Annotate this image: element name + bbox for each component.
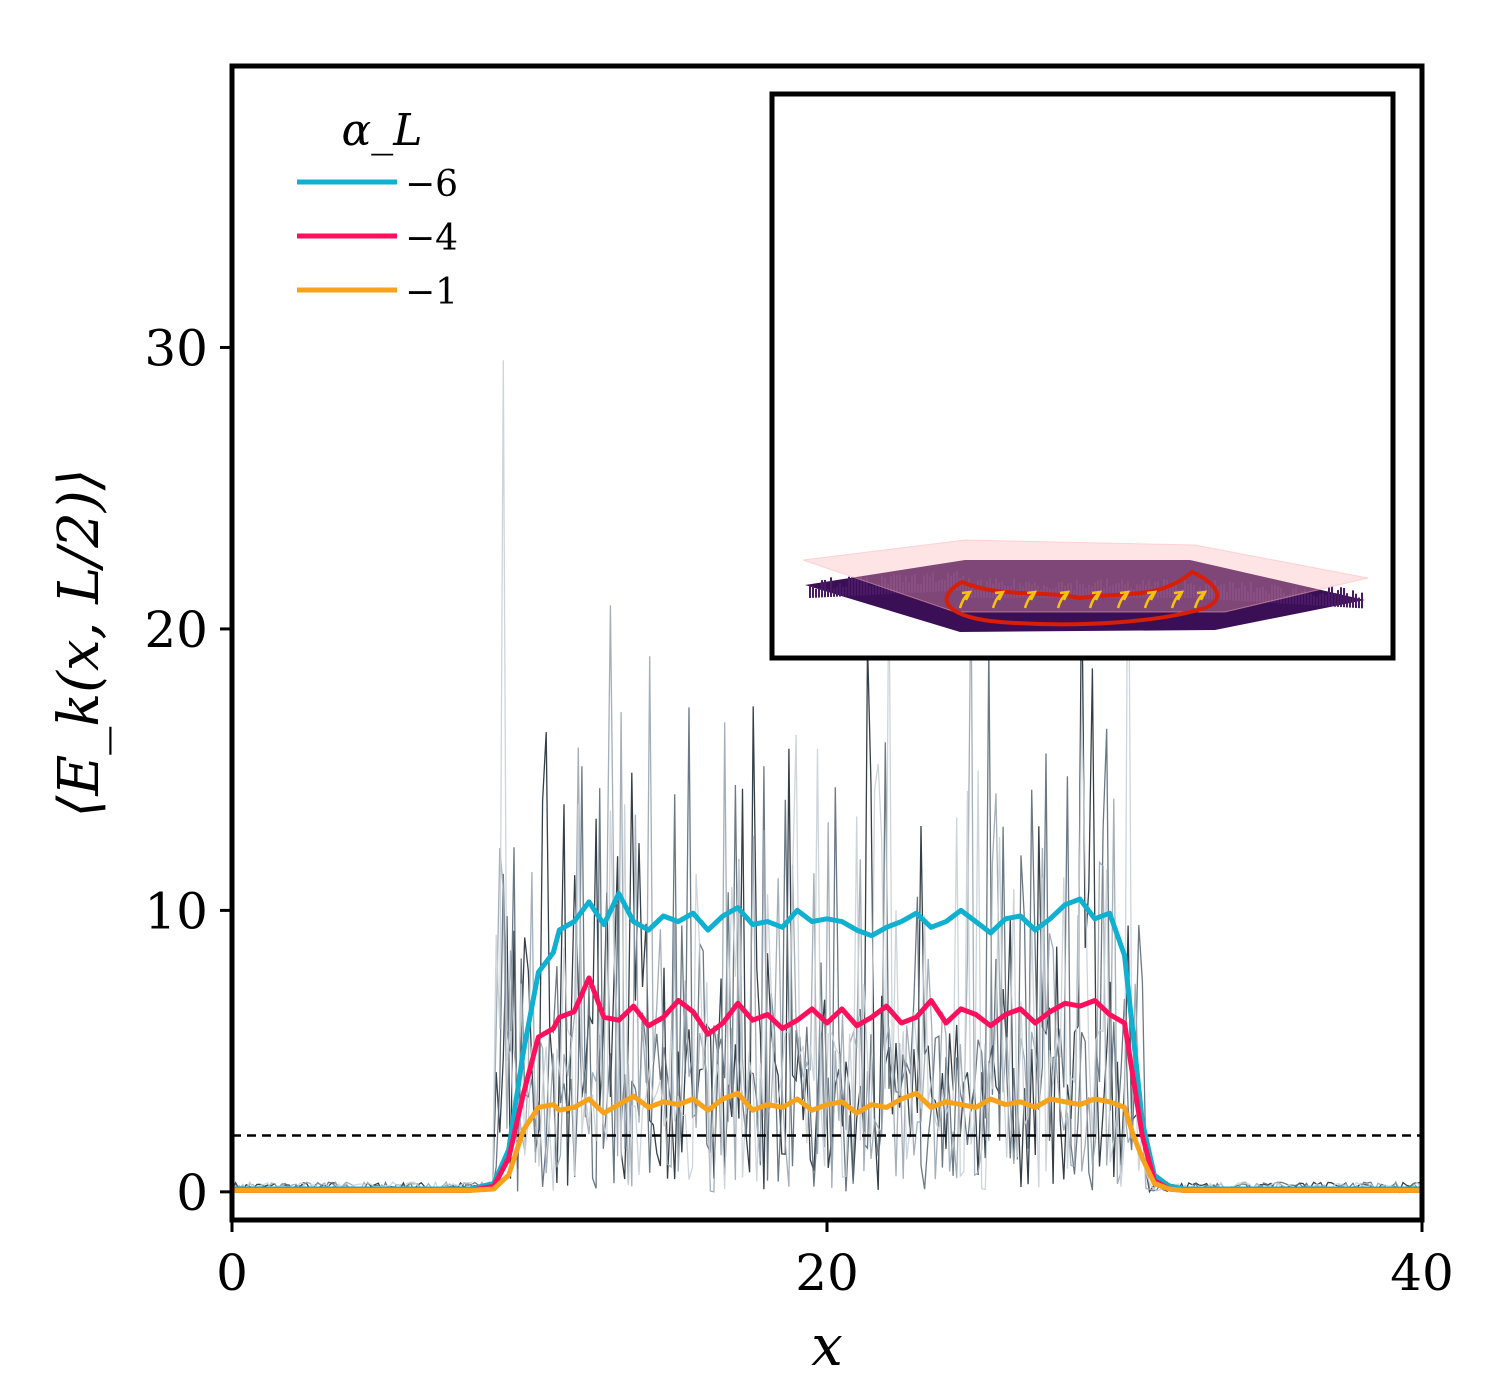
legend-label-1: −6 (405, 164, 458, 205)
inset-arrow (991, 593, 1002, 609)
y-tick-label-1: 0 (176, 1164, 208, 1222)
y-tick-label-2: 10 (144, 882, 208, 940)
inset-arrow-head (1173, 590, 1185, 601)
x-tick-label-3: 40 (1390, 1244, 1454, 1302)
series-line-2 (232, 975, 1422, 1193)
inset-arrow-head (961, 590, 973, 601)
inset-arrows (958, 590, 1208, 609)
inset-arrow (958, 593, 969, 609)
y-tick-label-4: 30 (144, 319, 208, 377)
y-axis-label: ⟨E_k(x, L/2)⟩ (47, 468, 112, 817)
inset-arrow (1088, 593, 1099, 609)
series-line-3 (232, 1090, 1422, 1193)
ticks-layer: 0 20 40 0 10 20 30 (144, 319, 1453, 1302)
series-layer (232, 891, 1422, 1193)
inset-arrow-head (1119, 590, 1131, 601)
x-axis-label: x (811, 1314, 843, 1379)
inset-arrow (1116, 593, 1127, 609)
x-tick-label-1: 0 (216, 1244, 248, 1302)
inset-frame (769, 91, 1396, 661)
inset-spikes (809, 115, 1363, 609)
inset-arrow-head (994, 590, 1006, 601)
legend-title: α_L (342, 105, 423, 156)
inset-arrow-head (1146, 590, 1158, 601)
inset-arrow-head (1091, 590, 1103, 601)
legend-label-3: −1 (405, 272, 458, 313)
x-tick-label-2: 20 (795, 1244, 859, 1302)
inset-arrow-head (1026, 590, 1038, 601)
inset-arrow-head (1196, 590, 1208, 601)
series-line-1 (232, 891, 1422, 1192)
inset-arrow (1193, 593, 1204, 609)
inset-arrow (1170, 593, 1181, 609)
inset-surface-plot (769, 91, 1396, 661)
inset-arrow (1056, 593, 1067, 609)
inset-arrow (1143, 593, 1154, 609)
legend: α_L −6 −4 −1 (297, 105, 458, 313)
legend-label-2: −4 (405, 218, 458, 259)
inset-arrow (1023, 593, 1034, 609)
y-tick-label-3: 20 (144, 601, 208, 659)
inset-arrow-head (1059, 590, 1071, 601)
